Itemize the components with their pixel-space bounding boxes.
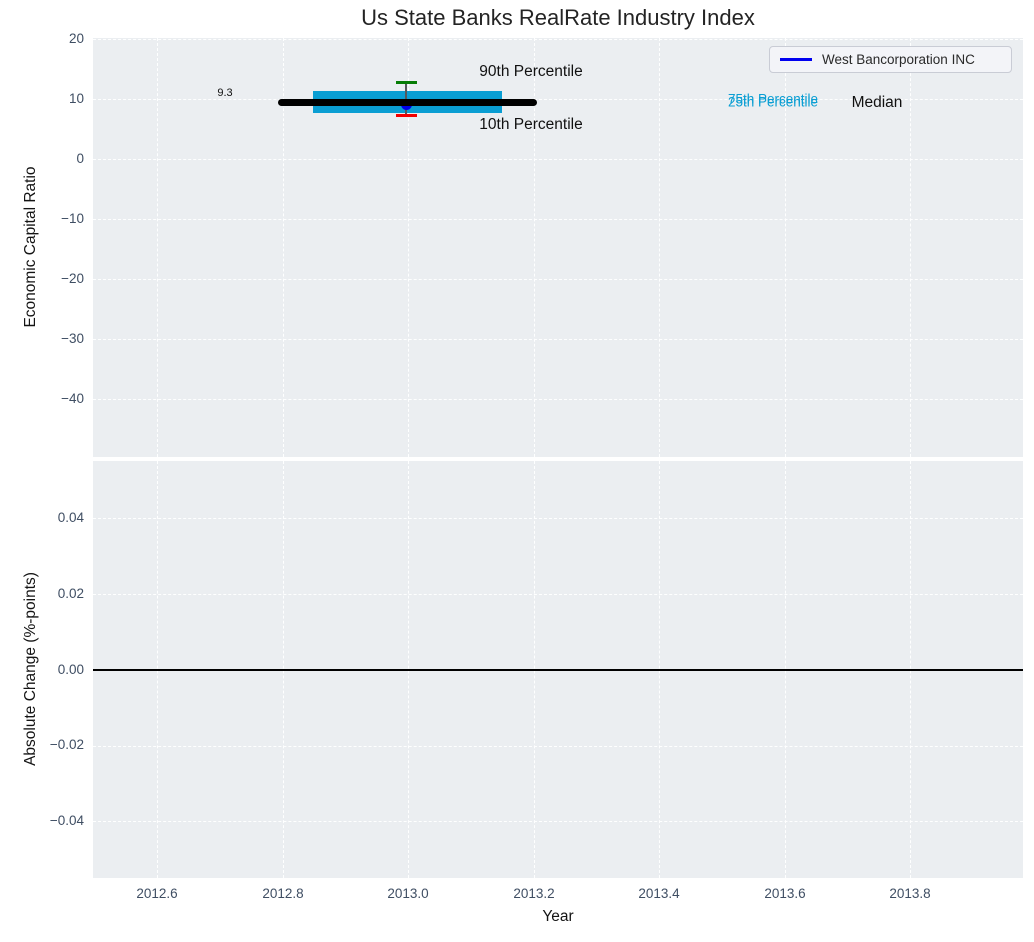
90th-percentile-cap bbox=[396, 81, 417, 84]
y-tick-label: −40 bbox=[61, 391, 84, 406]
x-tick-label: 2012.6 bbox=[136, 886, 178, 901]
y-tick-label: −0.04 bbox=[49, 813, 84, 828]
legend-line-sample bbox=[780, 58, 812, 61]
gridline-horizontal bbox=[93, 821, 1023, 822]
axes-absolute-change bbox=[93, 461, 1023, 878]
gridline-vertical bbox=[157, 38, 158, 457]
x-tick-label: 2012.8 bbox=[262, 886, 304, 901]
x-tick-label: 2013.8 bbox=[889, 886, 931, 901]
10th-percentile-cap bbox=[396, 114, 417, 117]
legend: West Bancorporation INC bbox=[769, 46, 1012, 73]
gridline-horizontal bbox=[93, 518, 1023, 519]
p10-annotation: 10th Percentile bbox=[479, 116, 583, 133]
y-tick-label: 0.02 bbox=[57, 586, 84, 601]
y-tick-label: −30 bbox=[61, 331, 84, 346]
gridline-horizontal bbox=[93, 219, 1023, 220]
p75-annotation: 75th Percentile bbox=[727, 91, 819, 107]
gridline-vertical bbox=[785, 38, 786, 457]
y-axis-label-bottom: Absolute Change (%-points) bbox=[22, 572, 39, 766]
chart-title: Us State Banks RealRate Industry Index bbox=[361, 5, 755, 30]
y-axis-label-top: Economic Capital Ratio bbox=[22, 166, 39, 328]
x-axis-label: Year bbox=[542, 908, 574, 925]
x-tick-label: 2013.4 bbox=[638, 886, 680, 901]
gridline-horizontal bbox=[93, 279, 1023, 280]
gridline-vertical bbox=[910, 38, 911, 457]
gridline-horizontal bbox=[93, 399, 1023, 400]
gridline-vertical bbox=[408, 38, 409, 457]
gridline-horizontal bbox=[93, 594, 1023, 595]
x-tick-label: 2013.2 bbox=[513, 886, 555, 901]
value-annotation: 9.3 bbox=[217, 87, 233, 99]
median-annotation: Median bbox=[851, 94, 903, 111]
gridline-horizontal bbox=[93, 99, 1023, 100]
gridline-horizontal bbox=[93, 159, 1023, 160]
y-tick-label: −20 bbox=[61, 271, 84, 286]
y-tick-label: 0.04 bbox=[57, 510, 84, 525]
y-tick-label: −0.02 bbox=[49, 737, 84, 752]
y-tick-label: −10 bbox=[61, 211, 84, 226]
p25-annotation: 25th Percentile bbox=[727, 94, 819, 110]
axes-economic-capital-ratio: 9.3 90th Percentile 10th Percentile 75th… bbox=[93, 38, 1023, 457]
x-tick-label: 2013.0 bbox=[387, 886, 429, 901]
gridline-horizontal bbox=[93, 339, 1023, 340]
y-tick-label: 0.00 bbox=[57, 662, 84, 677]
median-line bbox=[278, 99, 537, 106]
legend-entry-label: West Bancorporation INC bbox=[822, 52, 975, 67]
gridline-vertical bbox=[534, 38, 535, 457]
gridline-horizontal bbox=[93, 746, 1023, 747]
x-tick-label: 2013.6 bbox=[764, 886, 806, 901]
y-tick-label: 0 bbox=[76, 151, 84, 166]
gridline-vertical bbox=[283, 38, 284, 457]
y-tick-label: 10 bbox=[68, 91, 84, 106]
zero-reference-line bbox=[93, 669, 1023, 671]
y-tick-label: 20 bbox=[68, 31, 84, 46]
gridline-horizontal bbox=[93, 39, 1023, 40]
gridline-vertical bbox=[659, 38, 660, 457]
p90-annotation: 90th Percentile bbox=[479, 63, 583, 80]
